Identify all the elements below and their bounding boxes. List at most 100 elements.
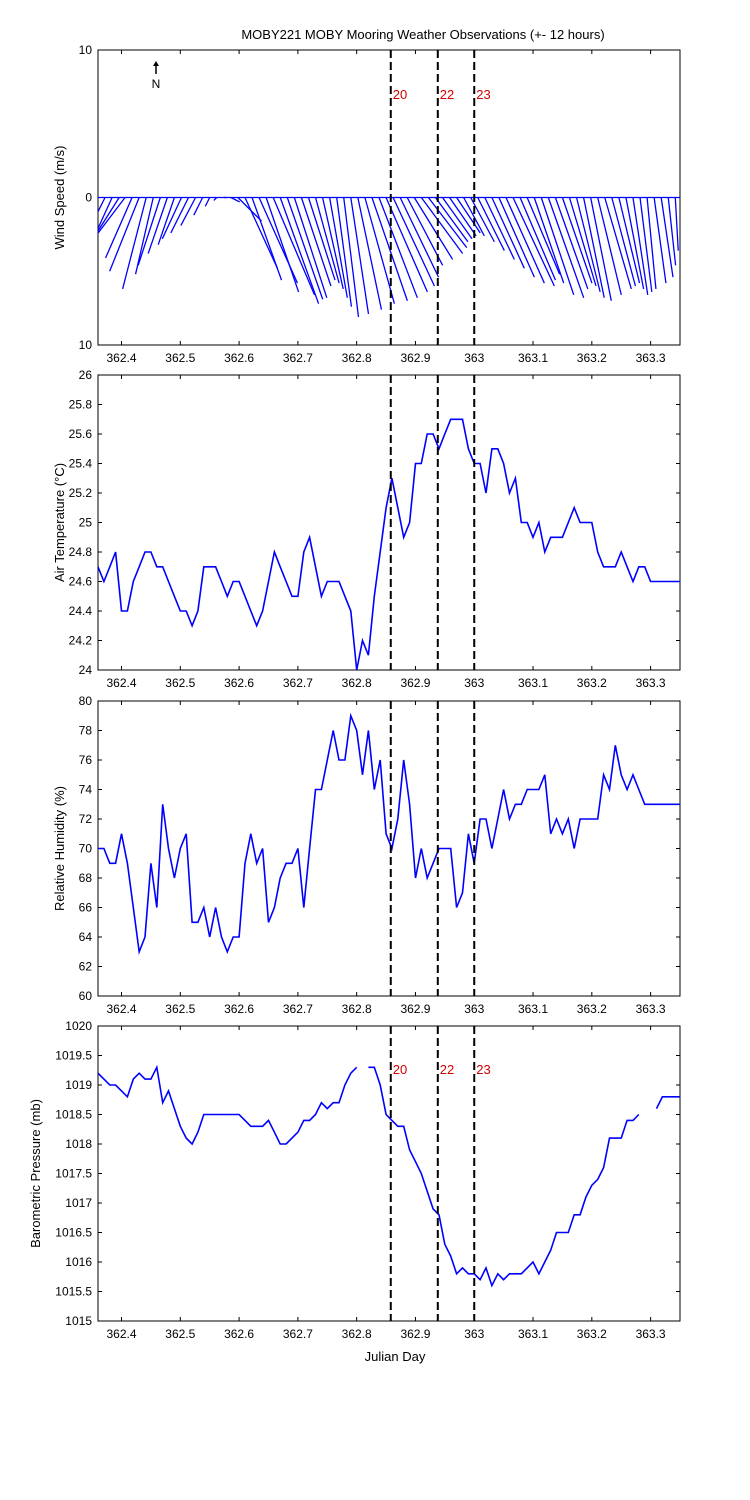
- wind-stick: [157, 197, 176, 245]
- wind-stick: [314, 197, 340, 284]
- x-tick-label: 362.9: [400, 1327, 430, 1341]
- x-tick-label: 362.6: [224, 351, 254, 365]
- y-tick-label: 72: [79, 812, 93, 826]
- wind-stick: [456, 197, 481, 234]
- x-tick-label: 362.4: [106, 1327, 136, 1341]
- wind-stick: [561, 197, 593, 284]
- x-tick-label: 362.8: [342, 1327, 372, 1341]
- wind-stick: [350, 197, 370, 315]
- x-tick-label: 362.5: [165, 351, 195, 365]
- wind-stick: [180, 197, 197, 226]
- wind-stick: [674, 197, 679, 251]
- marker-label: 23: [476, 87, 490, 102]
- y-tick-label: 24: [79, 663, 93, 677]
- y-tick-label: 0: [85, 191, 92, 205]
- y-tick-label: 1015.5: [55, 1285, 92, 1299]
- plot-frame: [97, 1025, 681, 1322]
- marker-label: 22: [440, 87, 454, 102]
- y-tick-label: 80: [79, 694, 93, 708]
- panels: 10 0 10 362.4 362.5 362.6 362.7 362.8 362.9 363 36…: [28, 43, 681, 1341]
- wind-stick: [399, 197, 440, 278]
- wind-stick: [307, 197, 336, 281]
- wind-stick: [413, 197, 454, 260]
- wind-stick: [147, 197, 168, 254]
- wind-stick: [667, 197, 677, 266]
- figure-title: MOBY221 MOBY Mooring Weather Observation…: [241, 27, 604, 42]
- x-tick-label: 362.7: [283, 676, 313, 690]
- x-tick-label: 363.1: [518, 1327, 548, 1341]
- x-tick-label: 362.9: [400, 1002, 430, 1016]
- x-tick-label: 362.5: [165, 676, 195, 690]
- wind-stick: [512, 197, 555, 287]
- x-tick-label: 362.4: [106, 676, 136, 690]
- y-tick-label: 1019: [65, 1078, 92, 1092]
- wind-stick: [632, 197, 649, 295]
- wind-stick: [286, 197, 324, 300]
- wind-stick: [371, 197, 408, 301]
- plot-area: [98, 418, 680, 670]
- wind-stick: [364, 197, 396, 304]
- x-tick-label: 362.9: [400, 676, 430, 690]
- wind-stick: [378, 197, 418, 299]
- x-tick-label: 362.8: [342, 1002, 372, 1016]
- panel-1: 10 0 10 362.4 362.5 362.6 362.7 362.8 362.9 363 36…: [52, 43, 681, 365]
- x-tick-label: 362.8: [342, 676, 372, 690]
- y-tick-label: 60: [79, 989, 93, 1003]
- y-tick-label: 1017.5: [55, 1167, 92, 1181]
- x-tick-label: 363.2: [577, 1002, 607, 1016]
- wind-stick: [611, 197, 637, 287]
- wind-stick: [590, 197, 612, 301]
- marker-label: 23: [476, 1062, 490, 1077]
- wind-stick: [526, 197, 561, 275]
- wind-stick: [385, 197, 428, 293]
- wind-stick: [575, 197, 601, 293]
- x-tick-label: 362.5: [165, 1327, 195, 1341]
- y-tick-label: 26: [79, 368, 93, 382]
- wind-stick: [328, 197, 348, 298]
- x-tick-label: 362.6: [224, 676, 254, 690]
- y-tick-label: 68: [79, 871, 93, 885]
- marker-label: 22: [440, 1062, 454, 1077]
- x-tick-label: 362.5: [165, 1002, 195, 1016]
- y-tick-label: 1016.5: [55, 1226, 92, 1240]
- y-tick-label: 24.8: [69, 545, 93, 559]
- wind-stick: [660, 197, 674, 278]
- wind-stick: [336, 197, 353, 307]
- y-tick-label: 1020: [65, 1019, 92, 1033]
- wind-stick: [98, 197, 126, 235]
- x-tick-label: 363.3: [636, 1002, 666, 1016]
- wind-stick: [491, 197, 525, 269]
- marker-label: 20: [393, 87, 407, 102]
- wind-stick: [554, 197, 589, 290]
- wind-stick: [463, 197, 485, 237]
- y-axis-label: Wind Speed (m/s): [52, 145, 67, 249]
- x-tick-label: 363.3: [636, 676, 666, 690]
- wind-stick: [251, 197, 283, 281]
- wind-stick: [279, 197, 320, 304]
- y-tick-label: 10: [79, 338, 93, 352]
- x-tick-label: 362.4: [106, 1002, 136, 1016]
- wind-stick: [244, 197, 279, 269]
- wind-stick: [293, 197, 328, 299]
- plot-frame: [97, 374, 681, 671]
- wind-stick: [420, 197, 464, 254]
- wind-stick: [434, 197, 469, 243]
- series-line: [98, 418, 680, 670]
- x-tick-label: 362.4: [106, 351, 136, 365]
- wind-stick: [547, 197, 585, 299]
- y-tick-label: 1018: [65, 1137, 92, 1151]
- north-label: N: [152, 77, 161, 91]
- y-tick-label: 1019.5: [55, 1049, 92, 1063]
- y-tick-label: 24.6: [69, 575, 93, 589]
- wind-stick: [470, 197, 495, 243]
- x-tick-label: 363.2: [577, 1327, 607, 1341]
- wind-stick: [213, 197, 218, 201]
- x-tick-label: 362.9: [400, 351, 430, 365]
- x-tick-label: 362.6: [224, 1002, 254, 1016]
- x-tick-label: 363.2: [577, 351, 607, 365]
- wind-stick: [109, 197, 140, 272]
- y-axis-label: Barometric Pressure (mb): [28, 1099, 43, 1248]
- wind-stick: [300, 197, 332, 287]
- wind-stick: [639, 197, 653, 292]
- x-tick-label: 363: [464, 1002, 484, 1016]
